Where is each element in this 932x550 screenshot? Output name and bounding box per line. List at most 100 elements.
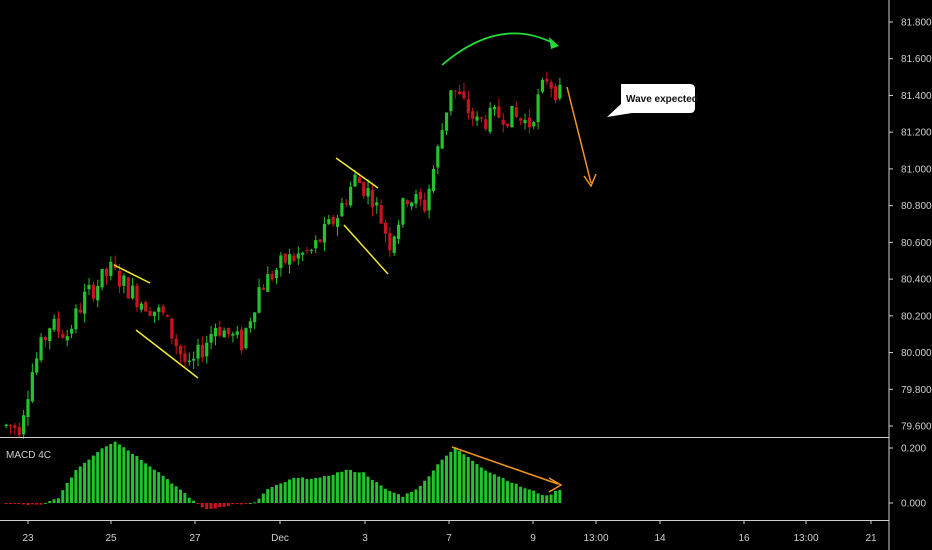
candle — [375, 197, 379, 214]
candle — [56, 311, 61, 338]
candle — [335, 214, 340, 236]
price-tick-label: 79.600 — [901, 422, 932, 433]
macd-bar — [458, 451, 462, 503]
macd-bar — [449, 451, 453, 503]
candle — [261, 284, 266, 291]
candle — [35, 352, 39, 376]
macd-divergence-arrow[interactable] — [451, 446, 563, 493]
macd-bar — [261, 493, 265, 503]
candle — [218, 320, 222, 338]
time-tick-label: 25 — [105, 533, 117, 544]
price-axis[interactable]: 81.800 81.600 81.400 81.200 81.000 80.800 80.6… — [889, 18, 932, 433]
macd-bar — [22, 503, 26, 505]
channel-drawing-2[interactable] — [335, 157, 389, 275]
candle — [449, 89, 453, 116]
candle — [314, 235, 318, 254]
macd-bar — [318, 477, 322, 503]
macd-bar — [131, 453, 135, 503]
macd-bar — [174, 486, 178, 503]
candle — [558, 77, 562, 101]
candle — [458, 84, 462, 95]
candle — [87, 278, 91, 296]
candle — [523, 113, 527, 130]
macd-indicator-label[interactable]: MACD 4C — [6, 450, 51, 461]
macd-histogram — [4, 441, 562, 510]
macd-bar — [283, 482, 287, 503]
time-axis[interactable]: 23 25 27 Dec 3 7 9 13:00 14 16 13:00 21 — [22, 520, 877, 544]
candle — [423, 192, 427, 214]
candle — [135, 283, 139, 312]
macd-bar — [91, 455, 95, 503]
macd-tick-label: 0.000 — [901, 499, 926, 510]
candle — [436, 144, 440, 175]
candle — [327, 214, 331, 225]
candle — [148, 307, 152, 317]
top-arc-drawing[interactable] — [441, 32, 559, 66]
candle — [52, 314, 56, 332]
macd-bar — [17, 503, 21, 504]
macd-bar — [248, 502, 252, 504]
candle — [427, 184, 431, 219]
macd-bar — [35, 503, 39, 505]
time-tick-label: 14 — [654, 533, 666, 544]
candle — [292, 252, 296, 263]
macd-bar — [514, 483, 518, 503]
macd-bar — [532, 490, 536, 503]
macd-bar — [122, 447, 126, 503]
macd-bar — [379, 485, 383, 503]
macd-bar — [301, 477, 305, 503]
candle — [231, 331, 235, 343]
channel-drawing-1[interactable] — [113, 264, 199, 379]
candle — [104, 267, 109, 285]
macd-bar — [126, 450, 130, 503]
macd-bar — [253, 502, 257, 504]
macd-bar — [48, 501, 52, 503]
macd-bar — [436, 464, 440, 503]
macd-bar — [353, 472, 357, 503]
candle — [401, 197, 405, 228]
price-tick-label: 81.600 — [901, 54, 932, 65]
candle — [187, 352, 191, 366]
macd-bar — [96, 452, 100, 503]
macd-bar — [410, 491, 414, 503]
expected-drop-arrow[interactable] — [566, 86, 597, 188]
macd-bar — [375, 482, 379, 503]
macd-bar — [423, 480, 427, 503]
macd-bar — [4, 503, 8, 505]
candle — [209, 325, 213, 350]
macd-bar — [148, 466, 152, 503]
macd-bar — [244, 503, 248, 504]
candle — [253, 311, 257, 330]
candle — [536, 88, 540, 130]
candle — [244, 327, 248, 350]
candle — [519, 117, 523, 126]
candle — [43, 335, 48, 348]
candle — [466, 90, 470, 120]
candle — [444, 112, 449, 135]
time-tick-label: 13:00 — [793, 533, 818, 544]
candle — [91, 281, 95, 303]
price-tick-label: 80.200 — [901, 311, 932, 322]
candle — [479, 116, 484, 123]
candle — [161, 303, 165, 317]
candle — [183, 345, 187, 368]
macd-bar — [270, 487, 274, 503]
macd-bar — [70, 477, 73, 503]
candle — [418, 188, 422, 207]
wave-expected-callout[interactable]: Wave expected — [607, 84, 698, 117]
macd-bar — [296, 477, 300, 503]
macd-bar — [205, 503, 209, 510]
macd-bar — [392, 492, 396, 503]
candle — [366, 179, 370, 205]
macd-bar — [523, 488, 527, 503]
macd-bar — [157, 472, 161, 503]
macd-bar — [545, 495, 549, 503]
macd-bar — [83, 462, 87, 503]
macd-bar — [510, 482, 514, 503]
macd-axis[interactable]: 0.200 0.000 — [889, 444, 926, 510]
price-tick-label: 80.000 — [901, 348, 932, 359]
macd-bar — [475, 464, 479, 503]
macd-bar — [431, 470, 435, 503]
candle — [240, 326, 244, 355]
